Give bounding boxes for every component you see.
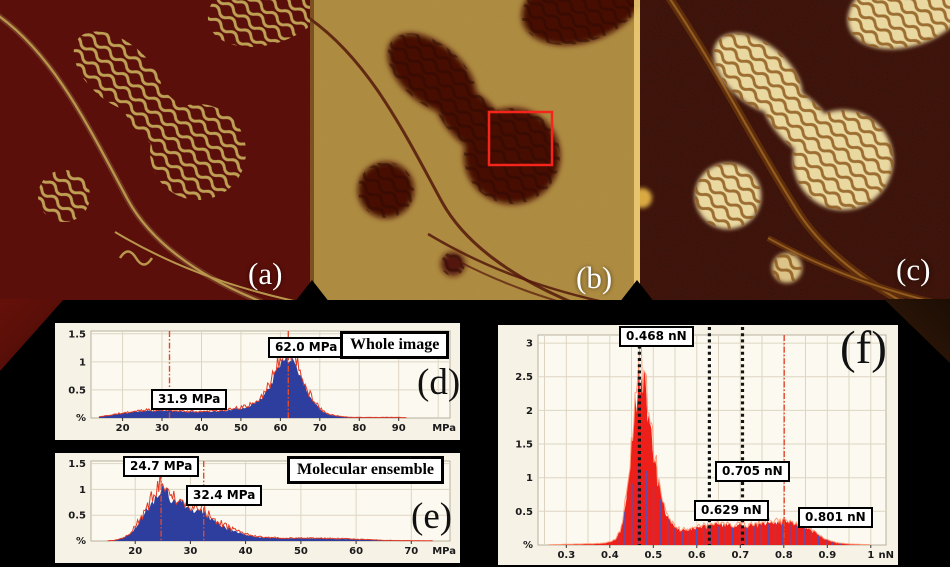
svg-text:nN: nN (879, 550, 895, 561)
marker-label-24.7MPa: 24.7 MPa (123, 456, 200, 477)
svg-text:0.3: 0.3 (557, 550, 575, 561)
svg-text:20: 20 (116, 423, 130, 434)
afm-image-row: (a) (0, 0, 950, 300)
afm-image-a-art (0, 0, 310, 300)
marker-label-0.801nN: 0.801 nN (798, 507, 873, 528)
svg-text:40: 40 (195, 423, 209, 434)
svg-text:2.5: 2.5 (515, 372, 533, 383)
svg-text:20: 20 (128, 546, 142, 557)
svg-text:1: 1 (867, 550, 874, 561)
svg-text:40: 40 (239, 546, 253, 557)
panel-letter-e: (e) (411, 496, 453, 537)
collage-notch-ab (294, 280, 330, 303)
image-label-a: (a) (248, 256, 283, 291)
marker-label-62.0MPa: 62.0 MPa (268, 337, 345, 358)
svg-text:30: 30 (155, 423, 169, 434)
svg-text:0.9: 0.9 (818, 550, 836, 561)
svg-text:1: 1 (79, 485, 86, 496)
histogram-panel-e: 20 30 40 50 60 70 0.5 1 1.5% MPa 24.7 MPa 32.4 MP… (55, 453, 460, 563)
svg-text:%: % (523, 540, 533, 551)
svg-text:0.5: 0.5 (644, 550, 662, 561)
marker-label-31.9MPa: 31.9 MPa (151, 389, 228, 410)
afm-image-c-art (640, 0, 950, 300)
histogram-panel-f: 0.3 0.4 0.5 0.6 0.7 0.8 0.9 1 0.5 1 1.5 2 2.5 3% nN 0.… (498, 322, 898, 565)
svg-text:1.5: 1.5 (515, 440, 533, 451)
svg-text:60: 60 (349, 546, 363, 557)
collage-notch-bc (619, 280, 655, 303)
svg-text:3: 3 (526, 339, 533, 350)
svg-text:1.5: 1.5 (68, 459, 86, 470)
svg-text:50: 50 (294, 546, 308, 557)
svg-text:%: % (76, 413, 86, 424)
svg-text:70: 70 (313, 423, 327, 434)
svg-text:70: 70 (404, 546, 418, 557)
svg-text:1: 1 (526, 473, 533, 484)
svg-text:0.7: 0.7 (731, 550, 749, 561)
svg-text:1.5: 1.5 (68, 329, 86, 340)
histogram-panel-d: 20 30 40 50 60 70 80 90 0.5 1 1.5% MPa 31.9 MPa 62.… (55, 323, 460, 440)
svg-text:MPa: MPa (432, 546, 456, 557)
panel-d-title: Whole image (340, 331, 450, 359)
svg-text:50: 50 (234, 423, 248, 434)
svg-text:MPa: MPa (432, 423, 456, 434)
panel-e-title: Molecular ensemble (287, 456, 445, 484)
marker-label-32.4MPa: 32.4 MPa (186, 485, 263, 506)
svg-text:80: 80 (352, 423, 366, 434)
svg-text:0.8: 0.8 (775, 550, 793, 561)
panel-letter-d: (d) (417, 362, 461, 403)
image-label-c: (c) (896, 252, 931, 287)
svg-text:30: 30 (183, 546, 197, 557)
svg-text:0.5: 0.5 (68, 385, 86, 396)
panel-letter-f: (f) (840, 322, 887, 374)
histogram-chart-f: 0.3 0.4 0.5 0.6 0.7 0.8 0.9 1 0.5 1 1.5 2 2.5 3% nN (515, 327, 895, 561)
afm-image-c: (c) (640, 0, 950, 300)
roi-box (487, 110, 554, 167)
marker-label-0.468nN: 0.468 nN (619, 326, 694, 347)
svg-text:2: 2 (526, 406, 533, 417)
svg-text:0.5: 0.5 (68, 511, 86, 522)
svg-text:0.4: 0.4 (601, 550, 619, 561)
image-label-b: (b) (576, 260, 613, 295)
afm-image-b-art (310, 0, 640, 300)
svg-text:1: 1 (79, 357, 86, 368)
afm-image-a: (a) (0, 0, 310, 300)
marker-label-0.705nN: 0.705 nN (715, 461, 790, 482)
svg-text:%: % (76, 536, 86, 547)
svg-text:0.5: 0.5 (515, 507, 533, 518)
svg-text:0.6: 0.6 (688, 550, 706, 561)
svg-text:60: 60 (273, 423, 287, 434)
afm-image-b: (b) (310, 0, 640, 300)
marker-label-0.629nN: 0.629 nN (694, 500, 769, 521)
svg-text:90: 90 (392, 423, 406, 434)
